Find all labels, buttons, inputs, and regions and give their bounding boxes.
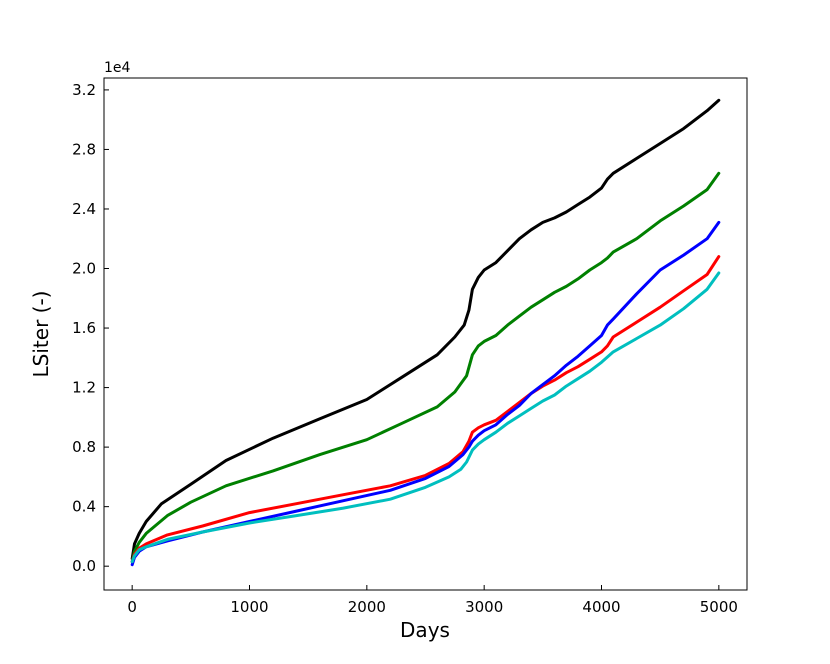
x-tick-label: 3000	[465, 598, 503, 616]
y-tick-label: 2.8	[72, 140, 96, 158]
y-tick-label: 0.0	[72, 557, 96, 575]
series-layer	[130, 98, 721, 567]
y-tick-label: 0.8	[72, 438, 96, 456]
x-axis-ticks: 0 1000 2000 3000 4000 5000	[127, 585, 738, 616]
x-axis-title: Days	[400, 618, 450, 642]
y-tick-label: 1.2	[72, 379, 96, 397]
y-offset-label: 1e4	[104, 60, 131, 76]
y-tick-label: 2.4	[72, 200, 96, 218]
x-tick-label: 1000	[230, 598, 268, 616]
series-line-3	[130, 255, 721, 564]
y-tick-label: 1.6	[72, 319, 96, 337]
y-tick-label: 0.4	[72, 498, 96, 516]
y-axis-title: LSiter (-)	[29, 291, 53, 378]
series-line-2	[130, 171, 721, 564]
x-tick-label: 5000	[700, 598, 738, 616]
x-tick-label: 2000	[348, 598, 386, 616]
y-axis-ticks: 0.0 0.4 0.8 1.2 1.6 2.0 2.4 2.8 3.2	[72, 81, 109, 575]
series-line-5	[130, 271, 721, 564]
y-tick-label: 2.0	[72, 260, 96, 278]
x-tick-label: 0	[127, 598, 137, 616]
plot-frame	[103, 77, 748, 591]
series-line-4	[130, 220, 721, 567]
x-tick-label: 4000	[582, 598, 620, 616]
y-tick-label: 3.2	[72, 81, 96, 99]
series-line-1	[130, 98, 721, 561]
